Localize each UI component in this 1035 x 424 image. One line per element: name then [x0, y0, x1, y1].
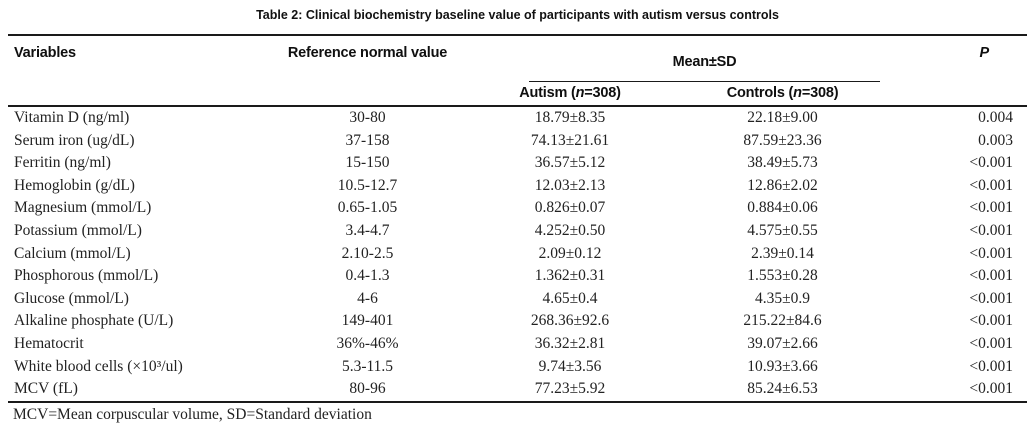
cell-p-value: <0.001	[969, 176, 1014, 194]
cell-controls: 4.575±0.55	[747, 221, 818, 239]
header-autism-group: Autism (n=308)	[465, 82, 675, 106]
table-row: MCV (fL) 80-96 77.23±5.92 85.24±6.53 <0.…	[8, 378, 1027, 402]
cell-autism: 2.09±0.12	[538, 244, 602, 262]
cell-autism: 9.74±3.56	[538, 357, 602, 375]
cell-p-value: 0.003	[978, 131, 1014, 149]
cell-controls: 22.18±9.00	[747, 109, 818, 126]
controls-n-symbol: n	[793, 84, 802, 101]
table-row: Calcium (mmol/L) 2.10-2.5 2.09±0.12 2.39…	[8, 243, 1027, 266]
cell-autism: 36.57±5.12	[534, 154, 606, 172]
cell-controls: 87.59±23.36	[743, 131, 822, 149]
cell-controls: 2.39±0.14	[751, 244, 814, 262]
cell-autism: 268.36±92.6	[530, 312, 610, 330]
cell-p-value: <0.001	[969, 199, 1014, 217]
table-body: Vitamin D (ng/ml) 30-80 18.79±8.35 22.18…	[8, 106, 1028, 402]
cell-variable: Calcium (mmol/L)	[14, 244, 131, 262]
cell-variable: Serum iron (ug/dL)	[14, 131, 135, 149]
cell-autism: 36.32±2.81	[534, 334, 606, 352]
table-header: Variables Reference normal value Mean±SD…	[8, 35, 1028, 106]
table-row: Hemoglobin (g/dL) 10.5-12.7 12.03±2.13 1…	[8, 175, 1027, 198]
cell-reference: 15-150	[345, 154, 390, 172]
cell-reference: 80-96	[349, 380, 386, 398]
cell-controls: 85.24±6.53	[747, 380, 818, 398]
cell-reference: 0.65-1.05	[337, 199, 398, 217]
cell-variable: Hemoglobin (g/dL)	[14, 176, 135, 194]
cell-reference: 3.4-4.7	[345, 221, 390, 239]
autism-label-suffix: =308)	[584, 84, 621, 101]
p-label: P	[979, 45, 990, 61]
table-row: Ferritin (ng/ml) 15-150 36.57±5.12 38.49…	[8, 152, 1027, 175]
cell-reference: 37-158	[345, 131, 390, 149]
cell-variable: MCV (fL)	[14, 380, 78, 398]
autism-label-prefix: Autism (	[519, 84, 576, 101]
cell-autism: 12.03±2.13	[534, 176, 606, 194]
cell-controls: 10.93±3.66	[747, 357, 818, 375]
cell-controls: 39.07±2.66	[747, 334, 818, 352]
cell-p-value: <0.001	[969, 154, 1014, 172]
table-row: Alkaline phosphate (U/L) 149-401 268.36±…	[8, 310, 1027, 333]
mean-sd-underline: Mean±SD	[529, 45, 881, 82]
cell-autism: 74.13±21.61	[530, 131, 610, 149]
table-title: Table 2: Clinical biochemistry baseline …	[256, 8, 779, 22]
autism-n-symbol: n	[575, 84, 585, 101]
header-controls-group: Controls (n=308)	[675, 82, 890, 106]
cell-controls: 215.22±84.6	[743, 312, 822, 330]
cell-reference: 10.5-12.7	[337, 176, 398, 194]
table-row: Potassium (mmol/L) 3.4-4.7 4.252±0.50 4.…	[8, 220, 1027, 243]
cell-controls: 12.86±2.02	[747, 176, 818, 194]
controls-label-prefix: Controls (	[726, 84, 794, 101]
table-footnote: MCV=Mean corpuscular volume, SD=Standard…	[13, 405, 372, 423]
cell-p-value: <0.001	[969, 267, 1014, 285]
controls-label-suffix: =308)	[801, 84, 839, 101]
cell-autism: 0.826±0.07	[534, 199, 606, 217]
cell-p-value: <0.001	[969, 221, 1014, 239]
cell-variable: Hematocrit	[14, 334, 84, 352]
header-reference-normal-value: Reference normal value	[287, 45, 448, 61]
cell-p-value: <0.001	[969, 357, 1014, 375]
table-row: White blood cells (×10³/ul) 5.3-11.5 9.7…	[8, 356, 1027, 379]
cell-reference: 0.4-1.3	[345, 267, 390, 285]
cell-reference: 36%-46%	[336, 334, 399, 352]
table-row: Serum iron (ug/dL) 37-158 74.13±21.61 87…	[8, 130, 1027, 153]
cell-reference: 2.10-2.5	[341, 244, 394, 262]
cell-p-value: <0.001	[969, 244, 1014, 262]
cell-controls: 1.553±0.28	[747, 267, 818, 285]
cell-autism: 4.252±0.50	[534, 221, 606, 239]
cell-p-value: <0.001	[969, 289, 1014, 307]
table-row: Vitamin D (ng/ml) 30-80 18.79±8.35 22.18…	[8, 106, 1027, 130]
biochemistry-table: Variables Reference normal value Mean±SD…	[8, 34, 1028, 403]
cell-reference: 4-6	[357, 289, 378, 307]
cell-variable: Ferritin (ng/ml)	[14, 154, 111, 172]
table-row: Hematocrit 36%-46% 36.32±2.81 39.07±2.66…	[8, 333, 1027, 356]
cell-p-value: <0.001	[969, 380, 1014, 398]
table-row: Phosphorous (mmol/L) 0.4-1.3 1.362±0.31 …	[8, 265, 1027, 288]
cell-autism: 18.79±8.35	[534, 109, 606, 126]
cell-variable: Phosphorous (mmol/L)	[14, 267, 159, 285]
cell-variable: Potassium (mmol/L)	[14, 221, 142, 239]
header-mean-sd: Mean±SD	[465, 35, 890, 82]
cell-p-value: <0.001	[969, 312, 1014, 330]
cell-p-value: 0.004	[978, 109, 1014, 126]
header-p-value: P	[890, 35, 1027, 106]
cell-variable: Glucose (mmol/L)	[14, 289, 129, 307]
cell-controls: 4.35±0.9	[755, 289, 811, 307]
table-row: Magnesium (mmol/L) 0.65-1.05 0.826±0.07 …	[8, 197, 1027, 220]
cell-p-value: <0.001	[969, 334, 1014, 352]
cell-autism: 77.23±5.92	[534, 380, 606, 398]
header-variables: Variables	[14, 45, 76, 61]
cell-variable: Magnesium (mmol/L)	[14, 199, 152, 217]
cell-variable: Alkaline phosphate (U/L)	[14, 312, 174, 330]
cell-variable: Vitamin D (ng/ml)	[14, 109, 130, 126]
mean-sd-label: Mean±SD	[672, 54, 737, 70]
cell-controls: 0.884±0.06	[747, 199, 818, 217]
cell-reference: 30-80	[349, 109, 386, 126]
cell-reference: 5.3-11.5	[341, 357, 394, 375]
cell-reference: 149-401	[341, 312, 394, 330]
cell-variable: White blood cells (×10³/ul)	[14, 357, 183, 375]
cell-autism: 1.362±0.31	[534, 267, 606, 285]
table-row: Glucose (mmol/L) 4-6 4.65±0.4 4.35±0.9 <…	[8, 288, 1027, 311]
cell-autism: 4.65±0.4	[542, 289, 598, 307]
cell-controls: 38.49±5.73	[747, 154, 818, 172]
